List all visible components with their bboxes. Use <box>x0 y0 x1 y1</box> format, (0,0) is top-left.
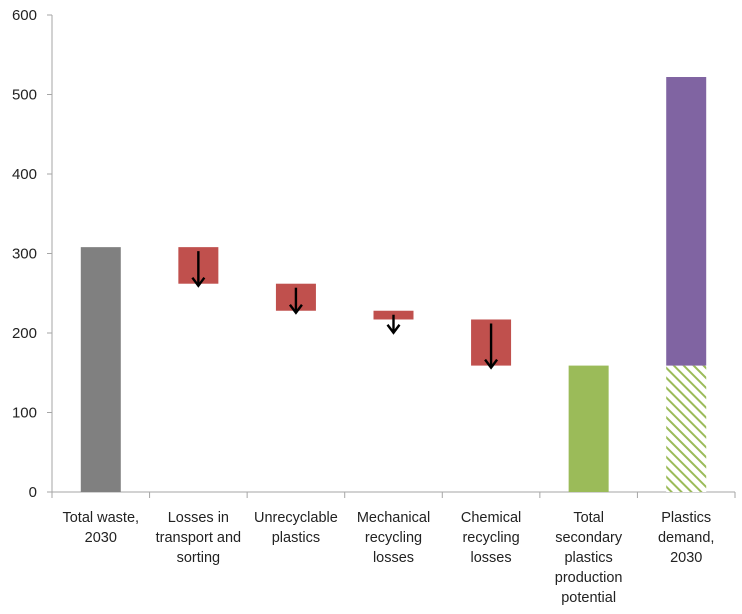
bars <box>80 77 707 492</box>
total-bar <box>80 247 121 492</box>
y-tick-label: 400 <box>12 166 37 183</box>
total-bar <box>568 365 609 492</box>
x-category-label-line: Plastics <box>661 510 711 526</box>
x-category-label-line: Mechanical <box>357 510 430 526</box>
x-category-label: Plastics demand, 2030 <box>658 510 714 566</box>
x-category-label-line: sorting <box>177 550 221 566</box>
y-tick-label: 200 <box>12 325 37 342</box>
x-category-label-line: 2030 <box>670 550 702 566</box>
arrow-head-icon <box>386 324 401 335</box>
x-category-label-line: secondary <box>555 530 623 546</box>
x-category-label-line: potential <box>561 590 616 606</box>
bar-segment <box>666 77 707 366</box>
x-category-label-line: Unrecyclable <box>254 510 338 526</box>
x-category-label-line: plastics <box>564 550 612 566</box>
y-tick-label: 300 <box>12 246 37 263</box>
x-category-label: Total waste, 2030 <box>62 510 139 546</box>
x-category-label-line: plastics <box>272 530 320 546</box>
x-category-label-line: Total waste, <box>62 510 139 526</box>
bar-segment <box>666 365 707 492</box>
y-tick-label: 100 <box>12 405 37 422</box>
arrow-head-icon <box>288 304 303 315</box>
x-category-label-line: transport and <box>156 530 241 546</box>
x-category-label-line: recycling <box>462 530 519 546</box>
x-category-label: Mechanical recycling losses <box>357 510 430 566</box>
arrow-head-icon <box>191 276 206 288</box>
labels: 0 100 200 300 400 500 600 Total waste, 2030 Losse… <box>12 7 714 606</box>
arrow-head-icon <box>484 358 499 370</box>
x-category-label: Total secondary plastics production potentia… <box>555 510 623 606</box>
x-category-label: Losses in transport and sorting <box>156 510 241 566</box>
y-tick-label: 600 <box>12 7 37 24</box>
x-category-label-line: demand, <box>658 530 714 546</box>
x-category-label-line: production <box>555 570 623 586</box>
x-category-label: Chemical recycling losses <box>461 510 521 566</box>
x-category-label-line: Chemical <box>461 510 521 526</box>
x-category-label-line: losses <box>471 550 512 566</box>
y-tick-label: 0 <box>29 484 37 501</box>
x-category-label-line: 2030 <box>85 530 117 546</box>
y-tick-label: 500 <box>12 87 37 104</box>
axes <box>47 14 736 498</box>
x-category-label-line: losses <box>373 550 414 566</box>
x-category-label-line: recycling <box>365 530 422 546</box>
x-category-label-line: Losses in <box>168 510 229 526</box>
x-category-label: Unrecyclable plastics <box>254 510 338 546</box>
x-category-label-line: Total <box>573 510 604 526</box>
